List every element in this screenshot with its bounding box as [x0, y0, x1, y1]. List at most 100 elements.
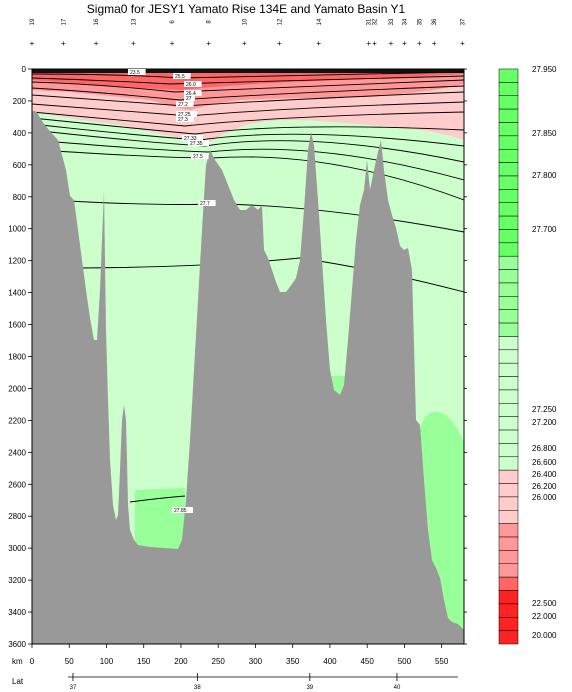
plot-area: [32, 69, 464, 644]
colorbar-cell: [498, 563, 519, 578]
colorbar-label: 20.000: [532, 631, 557, 640]
surface-dark-band: [32, 69, 464, 73]
colorbar-label: 26.600: [532, 458, 557, 467]
station-label: 36: [432, 18, 438, 25]
contour-label-bg: [128, 69, 146, 75]
contour-label: 27.25: [178, 112, 191, 118]
colorbar-cell: [498, 122, 519, 137]
colorbar-cell: [498, 590, 519, 605]
colorbar-cell: [498, 630, 519, 645]
contour-label: 23.5: [130, 70, 140, 76]
contour-line: [39, 149, 464, 201]
contour-label-bg: [172, 507, 193, 513]
colorbar-label: 27.700: [532, 225, 557, 234]
contour-label-bg: [176, 111, 197, 117]
colorbar-label: 26.000: [532, 493, 557, 502]
station-label: 12: [277, 18, 283, 25]
contour-label-bg: [191, 153, 209, 159]
x-tick-label: 450: [360, 657, 374, 666]
contour-label: 26.4: [186, 91, 196, 97]
station-marker: +: [460, 39, 465, 48]
station-markers: 19 +17 +16 +13 +6 +8 +10 +12 +14 +31 +32 +33 +34 +35 +…: [30, 18, 467, 48]
x-tick-label: 50: [65, 657, 74, 666]
y-tick-label: 1600: [8, 321, 26, 330]
station-label: 16: [94, 18, 100, 25]
contour-line: [129, 495, 186, 503]
bathymetry: [32, 110, 464, 644]
contour-label-bg: [188, 140, 209, 146]
station-label: 13: [131, 18, 137, 25]
y-tick-label: 200: [13, 97, 27, 106]
y-tick-label: 1400: [8, 289, 26, 298]
x-tick-label: 150: [137, 657, 151, 666]
x-tick-label: 550: [435, 657, 449, 666]
contour-label-bg: [198, 200, 216, 206]
x-tick-label: 200: [174, 657, 188, 666]
station-marker: +: [30, 39, 35, 48]
colorbar-cell: [498, 603, 519, 618]
colorbar-cell: [498, 469, 519, 484]
colorbar-cell: [498, 82, 519, 96]
colorbar-label: 22.000: [532, 612, 557, 621]
colorbar-cell: [498, 416, 519, 431]
colorbar-label: 26.200: [532, 482, 557, 491]
station-label: 19: [30, 18, 36, 25]
station-marker: +: [61, 39, 66, 48]
station-marker: +: [277, 39, 282, 48]
colorbar-cell: [498, 229, 519, 244]
x-axis-label: km: [12, 657, 23, 666]
colorbar-cell: [498, 349, 519, 364]
colorbar-cell: [498, 617, 519, 631]
station-marker: +: [316, 39, 321, 48]
colorbar-cell: [498, 175, 519, 190]
colorbar-cell: [498, 510, 519, 524]
station-marker: +: [131, 39, 136, 48]
colorbar-cell: [498, 376, 519, 391]
colorbar-label: 27.250: [532, 405, 557, 414]
colorbar-cell: [498, 523, 519, 538]
y-tick-label: 600: [13, 161, 27, 170]
colorbar-cell: [498, 456, 519, 471]
contour-label-bg: [176, 101, 194, 107]
colorbar-cell: [498, 336, 519, 351]
colorbar-cell: [498, 362, 519, 377]
station-label: 14: [317, 18, 323, 25]
colorbar-cell: [498, 269, 519, 284]
contour-label: 27.5: [193, 154, 203, 160]
x-tick-label: 300: [249, 657, 263, 666]
contour-label: 27.2: [178, 102, 188, 108]
y-tick-label: 0: [22, 65, 27, 74]
station-label: 32: [373, 18, 379, 25]
chart-title: Sigma0 for JESY1 Yamato Rise 134E and Ya…: [87, 2, 406, 16]
colorbar-cell: [498, 202, 519, 217]
contour-label: 27.3: [178, 117, 188, 123]
contour-label-bg: [184, 90, 202, 96]
colorbar-cell: [498, 576, 519, 591]
lat-tick-label: 37: [70, 685, 77, 691]
colorbar-cell: [498, 162, 519, 177]
y-tick-label: 2200: [8, 416, 26, 425]
station-marker: +: [372, 39, 377, 48]
station-label: 10: [242, 18, 248, 25]
contour-label: 25.5: [175, 74, 185, 80]
x-tick-label: 100: [100, 657, 114, 666]
station-label: 33: [389, 18, 395, 25]
colorbar-label: 22.500: [532, 599, 557, 608]
contour-label-bg: [176, 116, 194, 122]
colorbar-cell: [498, 389, 519, 404]
station-marker: +: [242, 39, 247, 48]
y-tick-label: 2800: [8, 512, 26, 521]
station-marker: +: [402, 39, 407, 48]
contour-line: [32, 117, 464, 135]
contour-line: [32, 111, 464, 127]
x-tick-label: 350: [286, 657, 300, 666]
station-marker: +: [432, 39, 437, 48]
station-marker: +: [206, 39, 211, 48]
station-label: 6: [170, 20, 176, 24]
x-tick-label: 0: [30, 657, 35, 666]
contour-label-bg: [173, 73, 191, 79]
colorbar-cell: [498, 95, 519, 110]
y-tick-label: 3000: [8, 544, 26, 553]
y-tick-label: 1800: [8, 353, 26, 362]
